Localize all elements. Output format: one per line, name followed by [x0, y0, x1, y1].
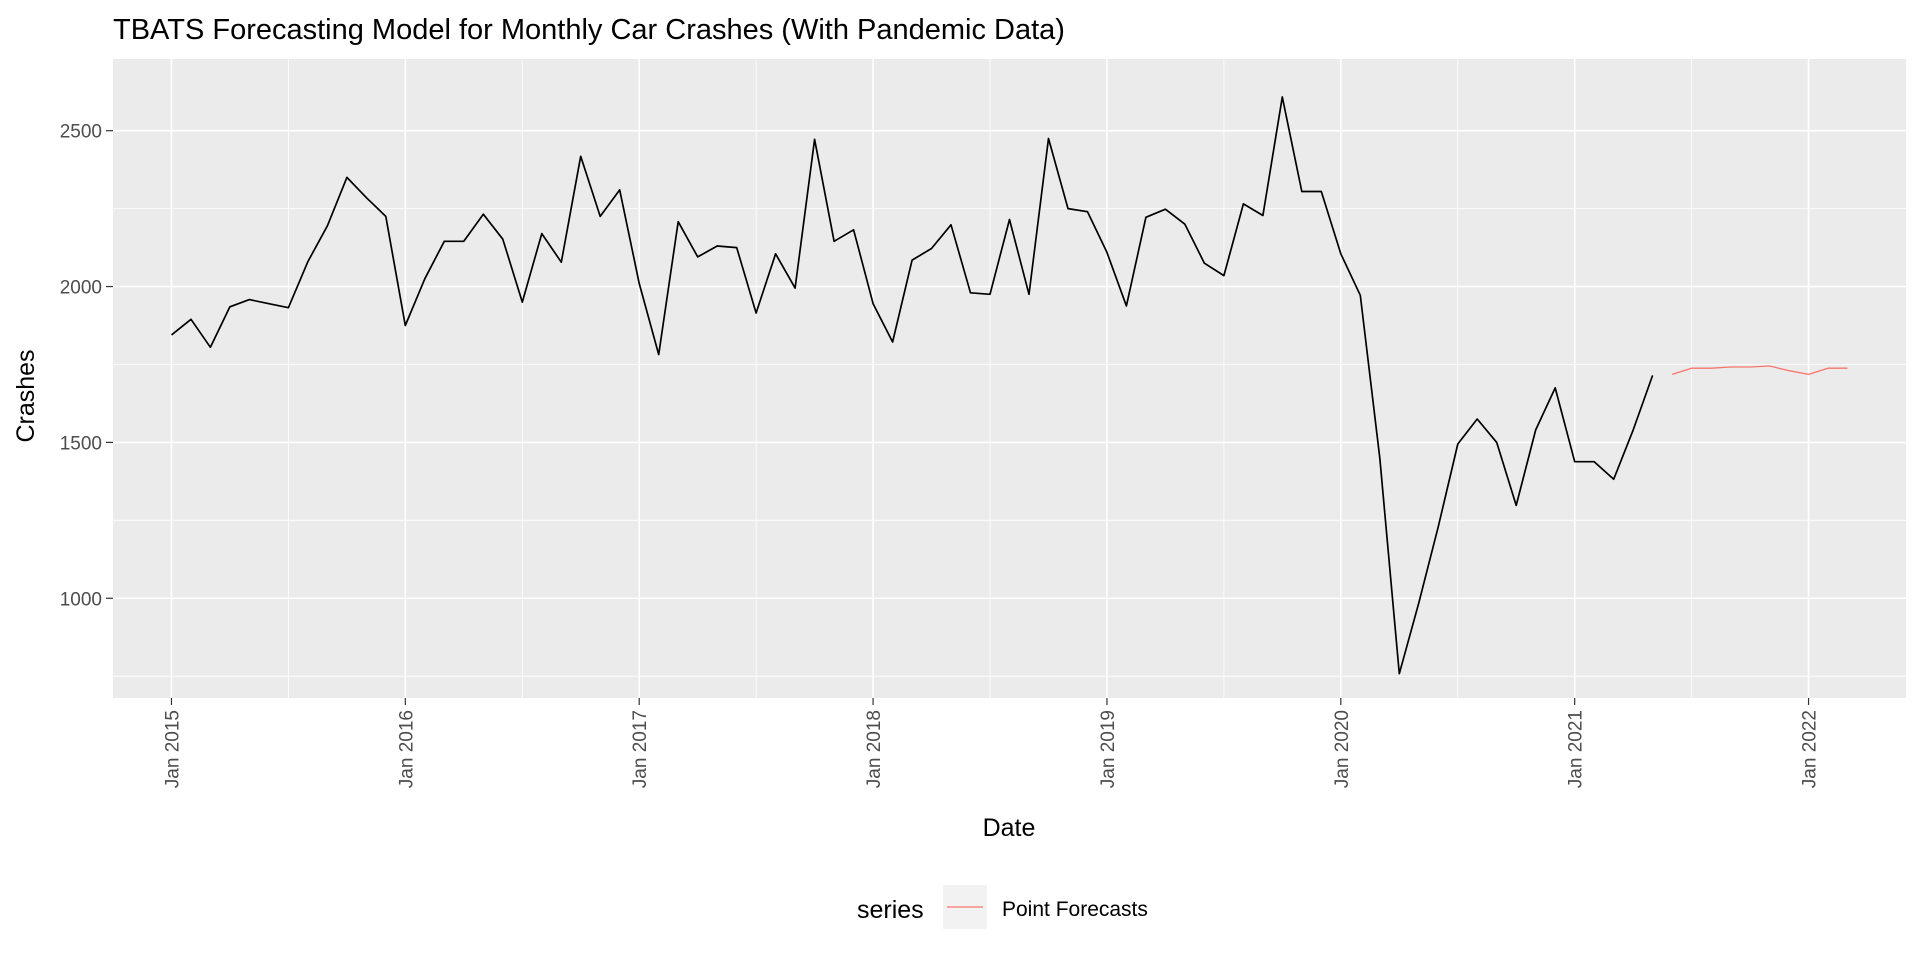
- y-tick-label: 2000: [60, 278, 102, 299]
- observed-series-line: [170, 96, 1654, 675]
- y-tick-label: 1000: [60, 589, 102, 610]
- x-tick-label: Jan 2020: [1332, 710, 1353, 788]
- plot-area: Jan 2015 Jan 2016 Jan 2017 Jan 2018 Jan 2019…: [60, 59, 1906, 788]
- x-tick-label: Jan 2017: [630, 710, 651, 788]
- x-tick-label: Jan 2022: [1800, 710, 1821, 788]
- forecast-series-line: [1671, 365, 1848, 376]
- x-tick-label: Jan 2021: [1566, 710, 1587, 788]
- legend-title: series: [857, 896, 924, 924]
- x-tick-label: Jan 2016: [396, 710, 417, 788]
- y-axis-title: Crashes: [12, 349, 40, 442]
- x-axis-title: Date: [983, 814, 1036, 842]
- legend-label-point-forecasts: Point Forecasts: [1002, 898, 1148, 921]
- y-tick-label: 2500: [60, 122, 102, 143]
- y-tick-label: 1500: [60, 433, 102, 454]
- panel-background: [113, 59, 1906, 698]
- chart-title: TBATS Forecasting Model for Monthly Car …: [113, 14, 1065, 46]
- x-tick-label: Jan 2019: [1098, 710, 1119, 788]
- x-tick-label: Jan 2018: [864, 710, 885, 788]
- x-tick-label: Jan 2015: [162, 710, 183, 788]
- legend: series Point Forecasts: [857, 885, 1148, 929]
